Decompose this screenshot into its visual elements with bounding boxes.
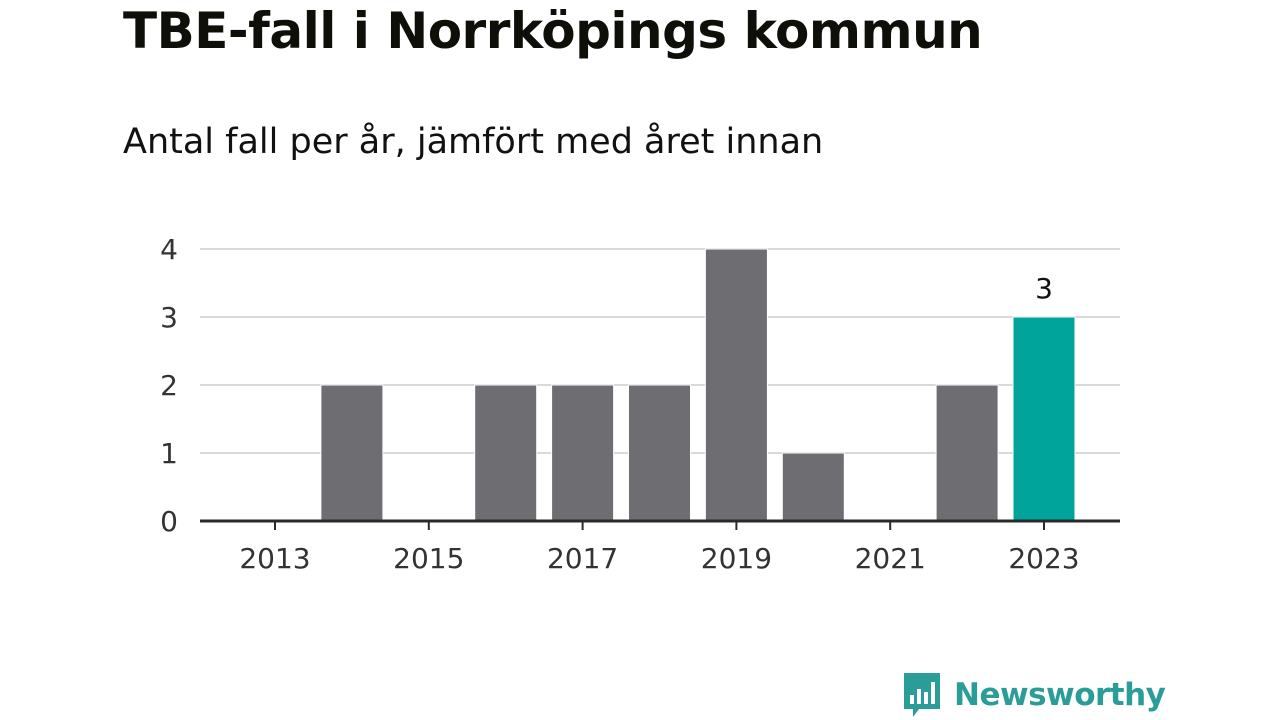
x-tick-label-2015: 2015 bbox=[393, 542, 464, 575]
y-tick-label-1: 1 bbox=[160, 437, 178, 470]
bar-2016 bbox=[474, 384, 538, 522]
bar-2014 bbox=[320, 384, 384, 522]
x-tick-label-2013: 2013 bbox=[239, 542, 310, 575]
bar-2017 bbox=[551, 384, 615, 522]
y-tick-label-3: 3 bbox=[160, 301, 178, 334]
bar-2020 bbox=[781, 452, 845, 522]
data-label-2023: 3 bbox=[1035, 272, 1053, 305]
bar-2019 bbox=[704, 248, 768, 522]
newsworthy-brand: Newsworthy bbox=[902, 671, 1166, 719]
bar-chart-logo-icon bbox=[904, 673, 940, 717]
y-tick-label-4: 4 bbox=[160, 233, 178, 266]
chart-title: TBE-fall i Norrköpings kommun bbox=[123, 2, 983, 60]
data-labels: 3 bbox=[1035, 272, 1053, 305]
x-tick-label-2023: 2023 bbox=[1008, 542, 1079, 575]
brand-name: Newsworthy bbox=[954, 677, 1166, 713]
y-tick-label-0: 0 bbox=[160, 505, 178, 538]
bar-2018 bbox=[628, 384, 691, 522]
x-axis: 2013 2015 2017 2019 2021 2023 bbox=[200, 519, 1120, 575]
bar-2022 bbox=[935, 384, 999, 522]
y-tick-label-2: 2 bbox=[160, 369, 178, 402]
bar-2023 bbox=[1012, 316, 1076, 522]
x-tick-label-2021: 2021 bbox=[855, 542, 926, 575]
y-axis-tick-labels: 0 1 2 3 4 bbox=[160, 233, 178, 538]
x-tick-label-2019: 2019 bbox=[701, 542, 772, 575]
x-tick-label-2017: 2017 bbox=[547, 542, 618, 575]
chart-subtitle: Antal fall per år, jämfört med året inna… bbox=[123, 122, 824, 162]
